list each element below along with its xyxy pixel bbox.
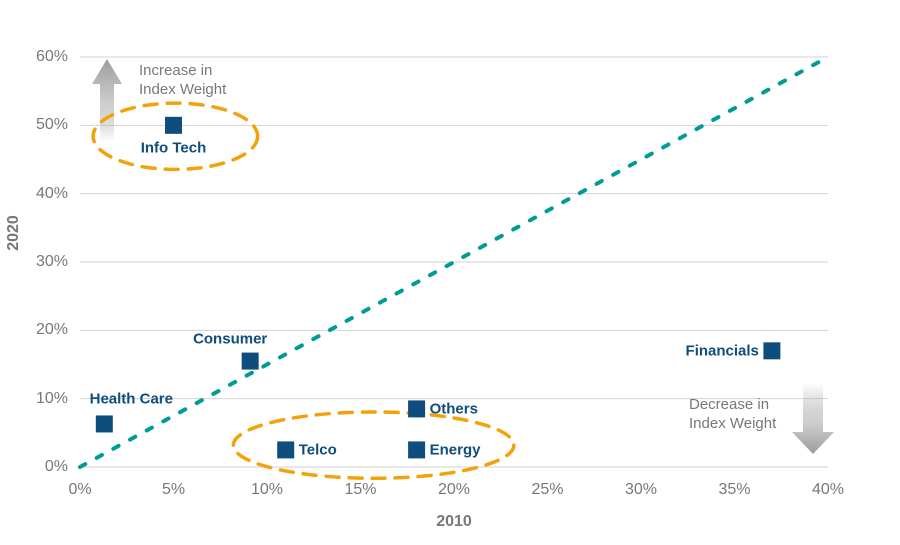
point-energy [408,441,426,459]
y-tick-0%: 0% [44,458,68,475]
point-others [408,400,426,418]
point-health-care [95,415,113,433]
point-financials [763,342,781,360]
point-info-tech [165,116,182,134]
y-axis-title: 2020 [5,215,22,251]
x-axis-title: 2010 [436,513,472,530]
x-tick-15%: 15% [344,481,377,498]
point-label-telco: Telco [298,441,337,459]
decrease-arrow-icon [792,383,834,454]
point-label-energy: Energy [429,441,481,459]
y-tick-50%: 50% [35,116,68,134]
point-label-health-care: Health Care [89,390,173,408]
x-tick-5%: 5% [161,481,186,498]
y-tick-10%: 10% [35,389,68,407]
point-label-consumer: Consumer [193,330,268,348]
reference-diagonal-line [78,55,830,469]
telco-energy-ellipse [231,410,516,481]
increase-annotation-text: Increase in Index Weight [139,62,227,98]
x-tick-40%: 40% [811,481,845,498]
x-tick-25%: 25% [531,481,564,498]
decrease-annotation-text: Decrease in Index Weight [689,396,777,432]
point-telco [277,441,295,459]
y-tick-20%: 20% [35,321,68,339]
x-tick-10%: 10% [250,481,284,498]
y-tick-40%: 40% [35,184,68,202]
x-tick-20%: 20% [437,481,471,498]
y-tick-60%: 60% [35,48,68,65]
y-tick-30%: 30% [35,253,68,270]
x-tick-35%: 35% [718,481,751,498]
point-consumer [241,352,259,370]
point-label-info-tech: Info Tech [140,139,207,157]
x-tick-0%: 0% [68,481,92,498]
point-label-others: Others [429,400,478,418]
increase-arrow-icon [92,59,122,142]
point-label-financials: Financials [685,342,759,360]
x-tick-30%: 30% [624,481,658,498]
info-tech-ellipse [91,101,260,172]
